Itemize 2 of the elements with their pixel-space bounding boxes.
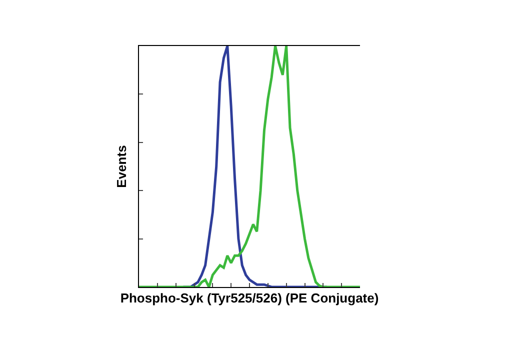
x-axis-title: Phospho-Syk (Tyr525/526) (PE Conjugate) <box>120 290 379 306</box>
y-axis-title: Events <box>114 145 129 188</box>
